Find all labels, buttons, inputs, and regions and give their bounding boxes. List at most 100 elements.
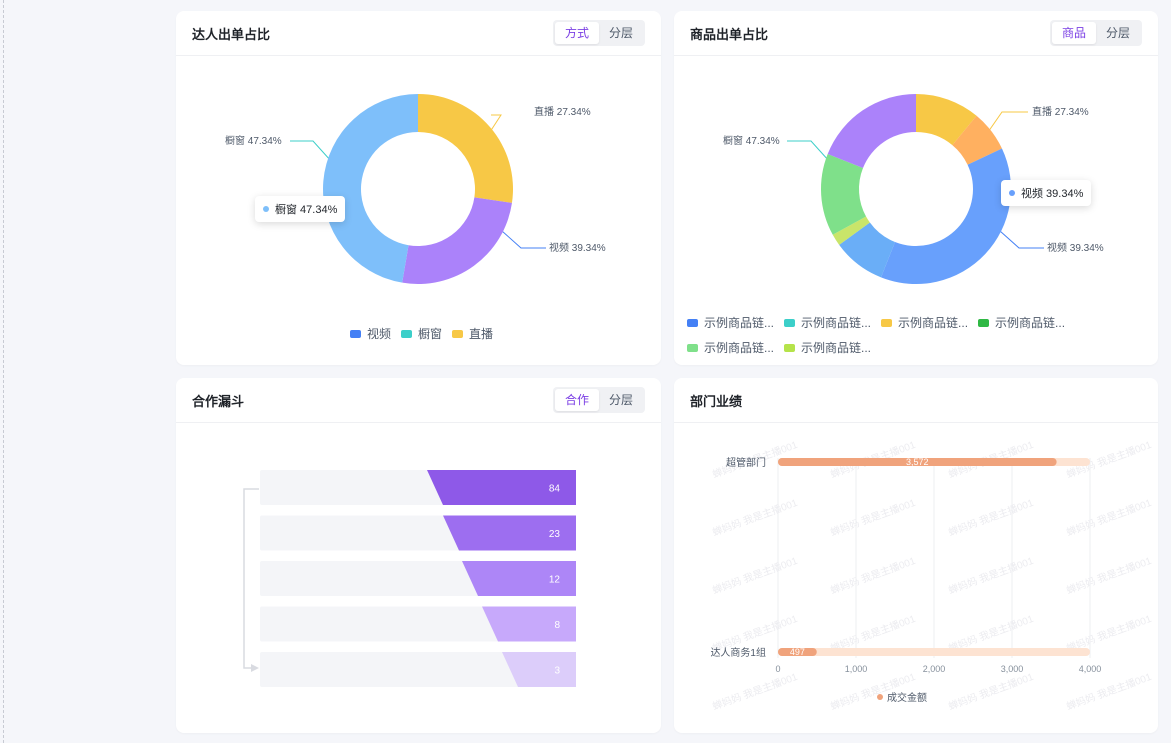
legend-item[interactable]: 示例商品链... [687,314,774,331]
talent-donut-chart[interactable]: 直播 27.34% 橱窗 47.34% 视频 39.34% [176,11,661,365]
toggle-method[interactable]: 方式 [554,22,599,44]
talent-slice-2[interactable] [323,94,418,283]
funnel-stage-0[interactable] [427,470,576,505]
toggle-cooperation[interactable]: 合作 [554,389,599,411]
mode-toggle: 方式 分层 [552,20,645,46]
toggle-tier[interactable]: 分层 [608,26,633,40]
card-header: 部门业绩 [674,378,1158,423]
tooltip-dot [263,206,269,212]
callout-line-video [999,230,1044,249]
card-header: 合作漏斗 合作 分层 [176,378,661,423]
talent-order-card: 达人出单占比 方式 分层 直播 27.34% 橱窗 47.34% 视频 39.3… [176,11,661,365]
legend-label: 示例商品链... [704,341,775,355]
x-tick-label: 2,000 [923,664,946,674]
card-title: 达人出单占比 [192,26,271,42]
legend-label: 视频 [367,327,392,341]
legend-item[interactable]: 示例商品链... [881,314,968,331]
legend-swatch [452,329,464,338]
legend-swatch [687,318,698,327]
callout-window: 橱窗 47.34% [723,134,780,147]
callout-line-video [501,230,546,249]
callout-video: 视频 39.34% [1047,241,1104,254]
funnel-stage-1[interactable] [443,515,576,551]
card-title: 部门业绩 [690,393,743,409]
funnel-track [260,652,576,687]
legend-item[interactable]: 示例商品链... [978,314,1065,331]
tooltip-dot [1009,190,1015,196]
legend-item[interactable]: 示例商品链... [784,314,871,331]
legend-swatch [687,343,698,352]
toggle-product[interactable]: 商品 [1051,22,1096,44]
watermark-text: 蝉妈妈 我是主播001 [947,554,1036,597]
callout-live: 直播 27.34% [1032,105,1089,118]
legend-swatch [350,329,361,338]
product-slice-1[interactable] [952,115,1002,165]
x-tick-label: 4,000 [1079,664,1102,674]
legend-swatch [401,329,413,338]
legend-swatch [877,694,883,700]
legend-swatch [978,318,990,327]
card-title: 合作漏斗 [192,393,245,409]
callout-line-window [290,140,332,162]
watermark-text: 蝉妈妈 我是主播001 [1065,554,1154,597]
callout-video: 视频 39.34% [549,241,606,254]
funnel-stage-2[interactable] [462,561,576,596]
product-slice-5[interactable] [821,154,867,235]
tooltip-text: 视频 39.34% [1021,188,1084,200]
card-title: 商品出单占比 [690,26,769,42]
legend-label: 示例商品链... [898,316,969,330]
legend-label: 橱窗 [418,327,443,341]
legend-item[interactable]: 示例商品链... [784,339,871,356]
bar-0[interactable] [778,458,1057,466]
talent-slice-1[interactable] [402,197,512,284]
product-slice-2[interactable] [881,148,1011,284]
card-header: 商品出单占比 商品 分层 [674,11,1158,56]
product-slice-3[interactable] [839,222,896,278]
legend-swatch [784,343,796,352]
funnel-card: 合作漏斗 合作 分层 84 23 12 8 3 [176,378,661,733]
bar-1[interactable] [778,648,817,656]
legend-item[interactable]: 橱窗 [401,325,442,342]
chart-legend: 视频 橱窗 直播 [350,325,503,342]
watermark-text: 蝉妈妈 我是主播001 [947,496,1036,539]
callout-line-live [985,111,1028,136]
watermark-text: 蝉妈妈 我是主播001 [1065,670,1154,713]
chart-legend: 示例商品链... 示例商品链... 示例商品链... 示例商品链... 示例商品链...… [687,314,1157,356]
legend-item[interactable]: 视频 [350,325,391,342]
legend-item[interactable]: 示例商品链... [687,339,774,356]
product-donut-chart[interactable]: 直播 27.34% 橱窗 47.34% 视频 39.34% [674,11,1158,365]
x-tick-label: 0 [775,664,780,674]
mode-toggle: 合作 分层 [552,387,645,413]
chart-tooltip: 视频 39.34% [1001,180,1092,206]
product-slice-0[interactable] [916,94,977,146]
product-slice-4[interactable] [832,216,870,245]
legend-label: 成交金额 [887,691,927,704]
product-slice-6[interactable] [827,94,916,169]
callout-live: 直播 27.34% [534,105,591,118]
watermark-text: 蝉妈妈 我是主播001 [711,496,800,539]
toggle-tier[interactable]: 分层 [1105,26,1130,40]
legend-swatch [881,318,893,327]
legend-item[interactable]: 直播 [452,325,493,342]
callout-line-live [487,114,502,136]
watermark-text: 蝉妈妈 我是主播001 [711,670,800,713]
product-order-card: 商品出单占比 商品 分层 直播 27.34% 橱窗 47.34% 视频 39.3… [674,11,1158,365]
funnel-value: 23 [549,529,561,540]
dept-performance-card: 部门业绩 蝉妈妈 我是主播001 蝉妈妈 我是主播001 蝉妈妈 我是主播001 蝉妈… [674,378,1158,733]
funnel-chart[interactable]: 84 23 12 8 3 [176,378,661,733]
dept-bar-chart[interactable]: 蝉妈妈 我是主播001 蝉妈妈 我是主播001 蝉妈妈 我是主播001 蝉妈妈 我是主… [674,378,1158,733]
funnel-value: 84 [549,484,561,495]
card-header: 达人出单占比 方式 分层 [176,11,661,56]
funnel-value: 12 [549,575,561,586]
toggle-tier[interactable]: 分层 [608,393,633,407]
funnel-stage-3[interactable] [482,606,576,642]
funnel-stage-4[interactable] [502,652,576,687]
left-rail [0,0,4,743]
funnel-arrow [251,664,259,672]
legend-label: 示例商品链... [995,316,1066,330]
talent-slice-0[interactable] [418,94,513,203]
watermark-text: 蝉妈妈 我是主播001 [829,496,918,539]
chart-tooltip: 橱窗 47.34% [255,196,346,222]
x-tick-label: 1,000 [845,664,868,674]
y-category-label: 达人商务1组 [710,646,766,659]
